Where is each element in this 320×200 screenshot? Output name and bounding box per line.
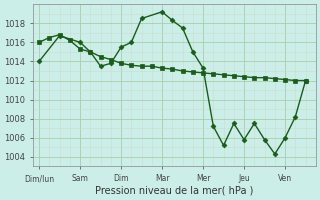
X-axis label: Pression niveau de la mer( hPa ): Pression niveau de la mer( hPa )	[95, 186, 253, 196]
